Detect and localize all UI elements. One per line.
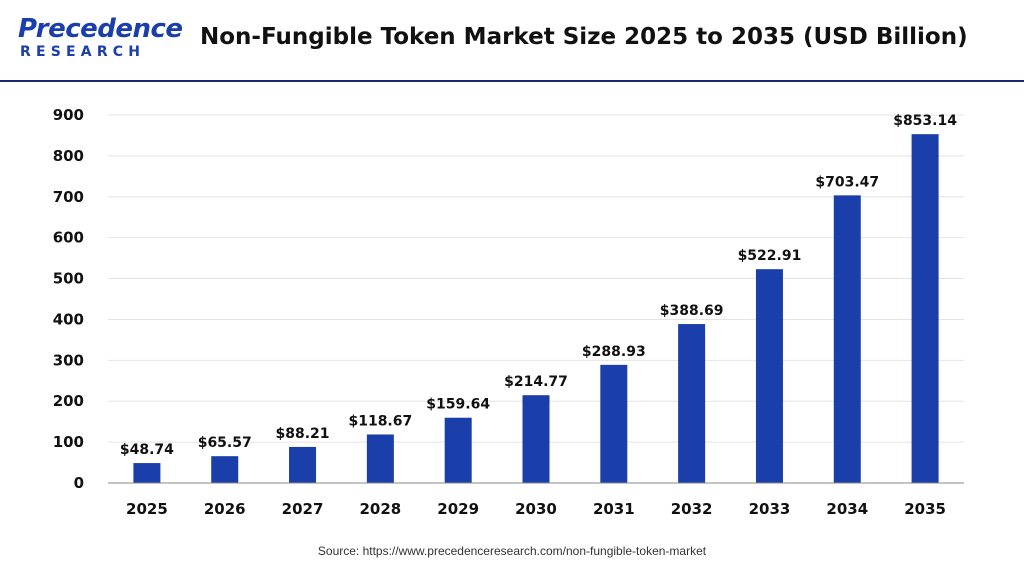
x-tick-label: 2027	[282, 500, 324, 518]
bar-2026	[211, 456, 239, 483]
data-label-2032: $388.69	[660, 303, 724, 319]
bar-2028	[366, 434, 394, 483]
data-label-2035: $853.14	[893, 113, 957, 129]
y-tick-label: 0	[74, 474, 84, 492]
data-label-2026: $65.57	[198, 435, 252, 451]
logo-top-text: Precedence	[18, 14, 183, 44]
x-tick-label: 2032	[671, 500, 713, 518]
x-tick-label: 2030	[515, 500, 557, 518]
data-labels: $48.74 $65.57 $88.21 $118.67 $159.64 $214.77 $…	[120, 113, 957, 458]
page-title: Non-Fungible Token Market Size 2025 to 2…	[200, 24, 968, 50]
y-tick-label: 600	[53, 229, 84, 247]
y-tick-label: 400	[53, 310, 84, 328]
y-tick-label: 300	[53, 351, 84, 369]
x-tick-label: 2035	[904, 500, 946, 518]
x-tick-label: 2029	[437, 500, 479, 518]
bars	[133, 134, 939, 484]
y-tick-label: 700	[53, 188, 84, 206]
axes: 0 100 200 300 400 500 600 700 800 900 2025 2026 2027…	[53, 106, 964, 518]
x-tick-label: 2028	[359, 500, 401, 518]
x-tick-label: 2031	[593, 500, 635, 518]
gridlines	[108, 114, 964, 443]
data-label-2033: $522.91	[738, 248, 802, 264]
data-label-2029: $159.64	[426, 397, 490, 413]
bar-2030	[522, 395, 550, 483]
y-tick-label: 800	[53, 147, 84, 165]
y-tick-label: 200	[53, 392, 84, 410]
y-tick-label: 500	[53, 270, 84, 288]
x-tick-label: 2026	[204, 500, 246, 518]
x-tick-label: 2034	[826, 500, 868, 518]
logo-bottom-text: RESEARCH	[20, 44, 146, 60]
bar-2031	[600, 364, 628, 483]
bar-2035	[911, 134, 939, 484]
data-label-2034: $703.47	[815, 174, 879, 190]
header: Precedence RESEARCH Non-Fungible Token M…	[0, 0, 1024, 82]
x-tick-label: 2025	[126, 500, 168, 518]
data-label-2027: $88.21	[276, 426, 330, 442]
bar-2032	[678, 324, 706, 483]
data-label-2031: $288.93	[582, 344, 646, 360]
y-tick-label: 100	[53, 433, 84, 451]
bar-2034	[833, 195, 861, 483]
y-tick-label: 900	[53, 106, 84, 124]
bar-chart: 0 100 200 300 400 500 600 700 800 900 2025 2026 2027…	[53, 106, 964, 518]
bar-2027	[289, 446, 317, 483]
data-label-2030: $214.77	[504, 374, 568, 390]
header-divider	[0, 80, 1024, 82]
bar-2033	[755, 269, 783, 483]
chart-container: 0 100 200 300 400 500 600 700 800 900 2025 2026 2027…	[0, 90, 1024, 530]
precedence-research-logo: Precedence RESEARCH	[14, 14, 183, 66]
bar-2029	[444, 417, 472, 483]
data-label-2025: $48.74	[120, 442, 174, 458]
data-label-2028: $118.67	[348, 413, 412, 429]
x-tick-label: 2033	[749, 500, 791, 518]
source-note: Source: https://www.precedenceresearch.c…	[317, 544, 707, 558]
bar-2025	[133, 463, 161, 483]
